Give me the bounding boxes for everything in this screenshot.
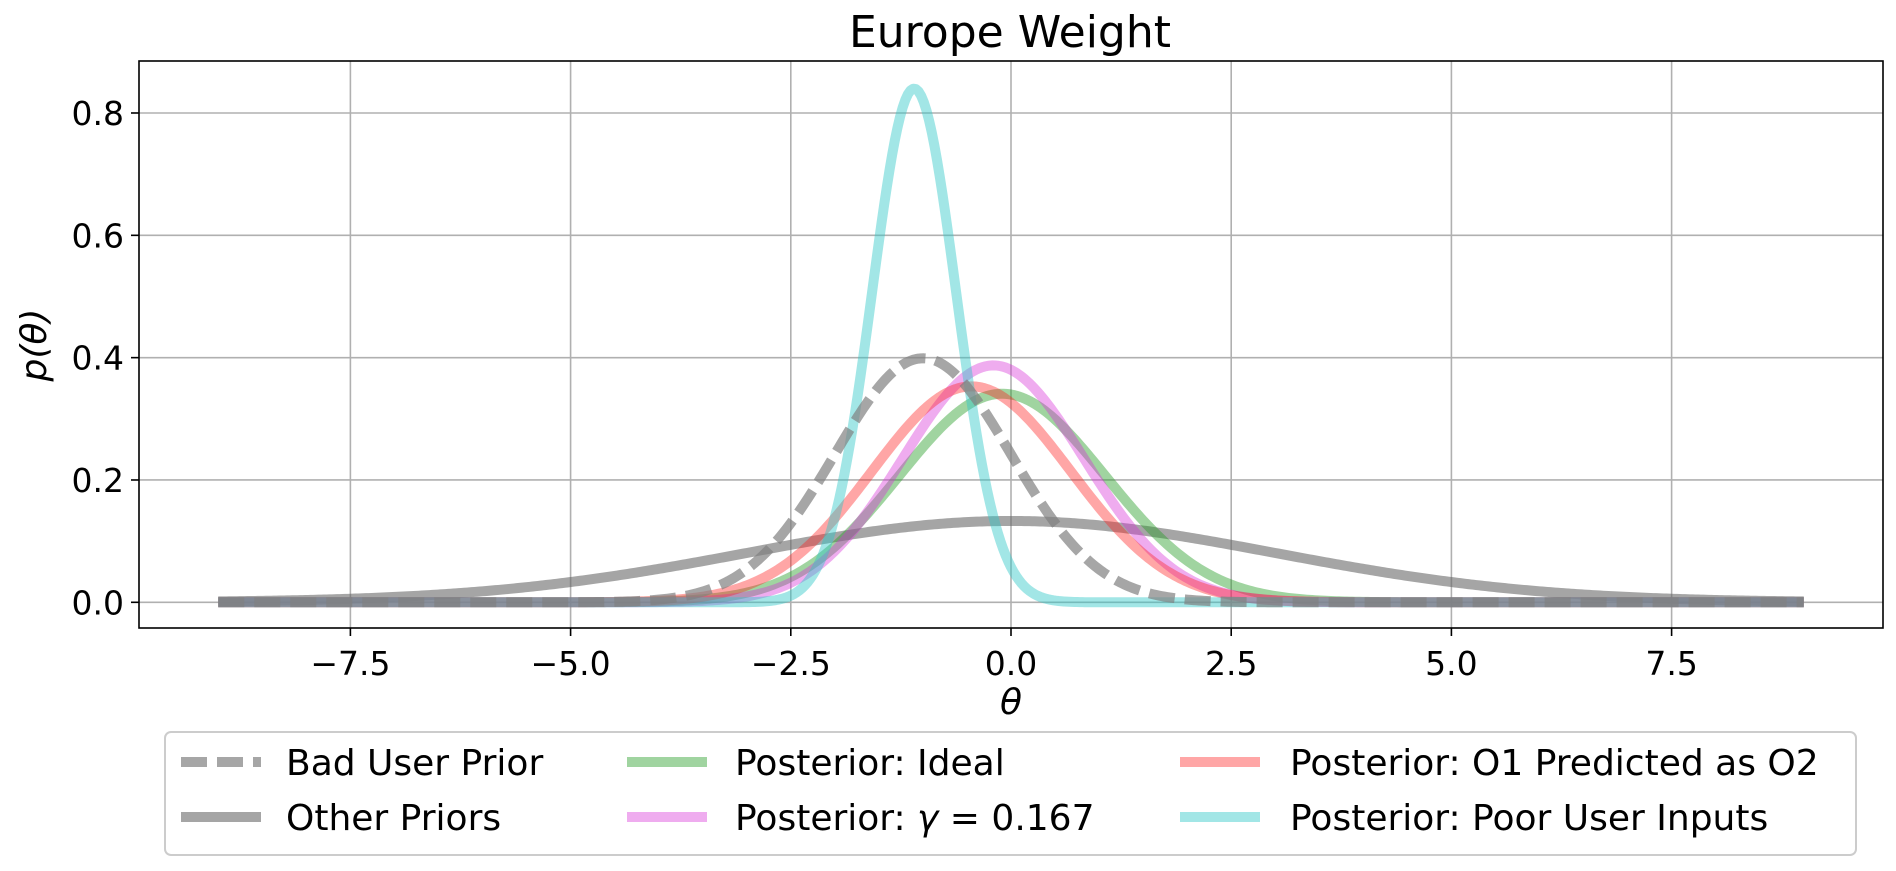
legend-item-bad-user-prior: Bad User Prior [181,743,543,784]
y-tick-label: 0.2 [72,461,124,500]
series-line-other-priors [215,515,1807,607]
y-tick-label: 0.6 [72,216,124,255]
y-tick-label: 0.8 [72,94,124,133]
legend: Bad User Prior Other Priors Posterior: I… [164,731,1857,856]
y-tick-label: 0.4 [72,339,124,378]
y-axis-ticks: 0.0 0.2 0.4 0.6 0.8 [72,94,139,622]
legend-item-posterior-poor-user-inputs: Posterior: Poor User Inputs [1180,798,1768,839]
y-tick-label: 0.0 [72,583,124,622]
legend-label: Posterior: Poor User Inputs [1290,798,1768,839]
x-tick-label: 0.0 [985,644,1037,683]
legend-item-posterior-o1-predicted-as-o2: Posterior: O1 Predicted as O2 [1180,743,1819,784]
legend-label: Posterior: Ideal [735,743,1005,784]
x-tick-label: −5.0 [531,644,611,683]
chart-title: Europe Weight [849,7,1171,58]
x-tick-label: 2.5 [1205,644,1257,683]
legend-item-posterior-gamma: Posterior: γ = 0.167 [627,798,1094,839]
legend-label: Posterior: γ = 0.167 [735,798,1094,839]
legend-frame [164,731,1857,856]
legend-label: Posterior: O1 Predicted as O2 [1290,743,1819,784]
x-tick-label: −7.5 [310,644,390,683]
legend-label: Other Priors [286,798,501,839]
x-tick-label: −2.5 [751,644,831,683]
series-curves [215,83,1807,608]
series-line-bad-user-prior [215,353,1807,608]
x-tick-label: 5.0 [1425,644,1477,683]
grid [139,61,1883,628]
legend-item-other-priors: Other Priors [181,798,501,839]
y-axis-label: p(θ) [14,309,55,383]
x-axis-label: θ [1000,682,1022,723]
legend-label: Bad User Prior [286,743,543,784]
x-tick-label: 7.5 [1645,644,1697,683]
x-axis-ticks: −7.5 −5.0 −2.5 0.0 2.5 5.0 7.5 [310,628,1698,683]
legend-item-posterior-ideal: Posterior: Ideal [627,743,1005,784]
